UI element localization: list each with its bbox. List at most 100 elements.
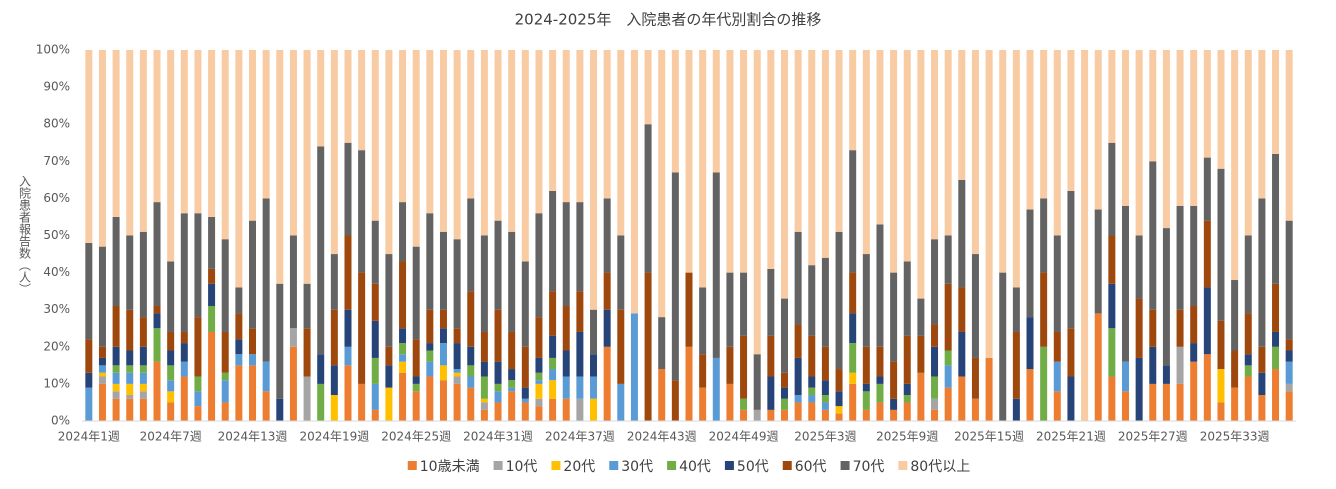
bar-segment xyxy=(85,387,93,421)
x-tick-label: 2025年9週 xyxy=(876,430,938,444)
bar-segment xyxy=(999,272,1007,421)
bar-segment xyxy=(235,50,243,288)
bar-segment xyxy=(808,376,816,388)
legend-label: 10歳未満 xyxy=(420,459,480,475)
bar-segment xyxy=(344,309,352,347)
bar-segment xyxy=(317,354,325,384)
bar-segment xyxy=(371,50,379,221)
bar-segment xyxy=(508,50,516,232)
bar-segment xyxy=(494,309,502,362)
bar-segment xyxy=(153,313,161,329)
bar-segment xyxy=(1244,365,1252,377)
bar-segment xyxy=(849,383,857,421)
bar-segment xyxy=(890,409,898,421)
bar-segment xyxy=(412,391,420,421)
bar-segment xyxy=(508,380,516,388)
bar-segment xyxy=(289,50,297,236)
bar-segment xyxy=(262,361,270,392)
bar-segment xyxy=(371,283,379,321)
bar-segment xyxy=(235,339,243,355)
bar-segment xyxy=(562,305,570,351)
bar-segment xyxy=(453,343,461,370)
bar-segment xyxy=(399,261,407,329)
bar-segment xyxy=(1053,391,1061,421)
bar-segment xyxy=(1108,283,1116,329)
bar-segment xyxy=(112,50,120,217)
bar-segment xyxy=(1231,387,1239,421)
bar-segment xyxy=(1121,205,1129,362)
bar-segment xyxy=(1149,161,1157,310)
bar-segment xyxy=(85,339,93,373)
bar-segment xyxy=(712,357,720,421)
bar-segment xyxy=(549,398,557,421)
bar-segment xyxy=(808,50,816,266)
bar-segment xyxy=(153,202,161,306)
bar-segment xyxy=(1258,198,1266,347)
bar-segment xyxy=(903,261,911,336)
bar-segment xyxy=(753,354,761,410)
legend-label: 30代 xyxy=(621,459,653,475)
bar-segment xyxy=(112,346,120,366)
bar-segment xyxy=(590,376,598,399)
bar-segment xyxy=(944,350,952,366)
bar-segment xyxy=(126,372,134,384)
bar-segment xyxy=(644,50,652,125)
bar-segment xyxy=(276,50,284,284)
bar-segment xyxy=(180,50,188,214)
bar-segment xyxy=(658,317,666,370)
bar-segment xyxy=(521,402,529,421)
bar-segment xyxy=(958,376,966,421)
bar-segment xyxy=(385,365,393,388)
bar-segment xyxy=(98,365,106,373)
x-tick-label: 2024年7週 xyxy=(140,430,202,444)
bar-segment xyxy=(685,50,693,273)
bar-segment xyxy=(235,287,243,314)
bar-segment xyxy=(303,50,311,284)
bar-segment xyxy=(467,376,475,388)
bar-segment xyxy=(1217,369,1225,403)
bar-segment xyxy=(849,313,857,344)
bar-segment xyxy=(221,239,229,332)
bar-segment xyxy=(1190,343,1198,362)
legend-swatch xyxy=(667,461,677,470)
bar-segment xyxy=(576,50,584,203)
bar-segment xyxy=(835,369,843,392)
bar-segment xyxy=(139,50,147,232)
bar-segment xyxy=(1135,235,1143,299)
bar-segment xyxy=(208,305,216,332)
bar-segment xyxy=(508,391,516,421)
bar-segment xyxy=(1190,305,1198,344)
bar-segment xyxy=(521,398,529,403)
bar-segment xyxy=(1244,235,1252,314)
bar-segment xyxy=(862,409,870,421)
bar-segment xyxy=(876,346,884,377)
bar-segment xyxy=(576,202,584,292)
bar-segment xyxy=(958,287,966,332)
y-tick-label: 100% xyxy=(36,43,70,57)
bar-segment xyxy=(1231,280,1239,351)
bar-segment xyxy=(862,254,870,347)
bar-segment xyxy=(439,343,447,366)
bar-segment xyxy=(467,198,475,292)
bar-segment xyxy=(1053,361,1061,392)
bar-segment xyxy=(753,409,761,421)
bar-segment xyxy=(112,365,120,373)
bar-segment xyxy=(153,361,161,421)
bar-segment xyxy=(1067,50,1075,191)
bar-segment xyxy=(399,361,407,373)
bar-segment xyxy=(549,380,557,399)
bar-segment xyxy=(808,387,816,396)
bar-segment xyxy=(549,369,557,381)
bar-segment xyxy=(330,365,338,396)
bar-segment xyxy=(371,357,379,384)
bar-segment xyxy=(1190,205,1198,306)
bar-segment xyxy=(535,372,543,381)
bar-segment xyxy=(439,328,447,344)
bar-segment xyxy=(903,395,911,403)
bar-segment xyxy=(1203,220,1211,288)
bar-segment xyxy=(1149,346,1157,384)
bar-segment xyxy=(1053,50,1061,236)
bar-segment xyxy=(549,291,557,336)
bar-segment xyxy=(508,369,516,381)
bar-segment xyxy=(439,50,447,232)
